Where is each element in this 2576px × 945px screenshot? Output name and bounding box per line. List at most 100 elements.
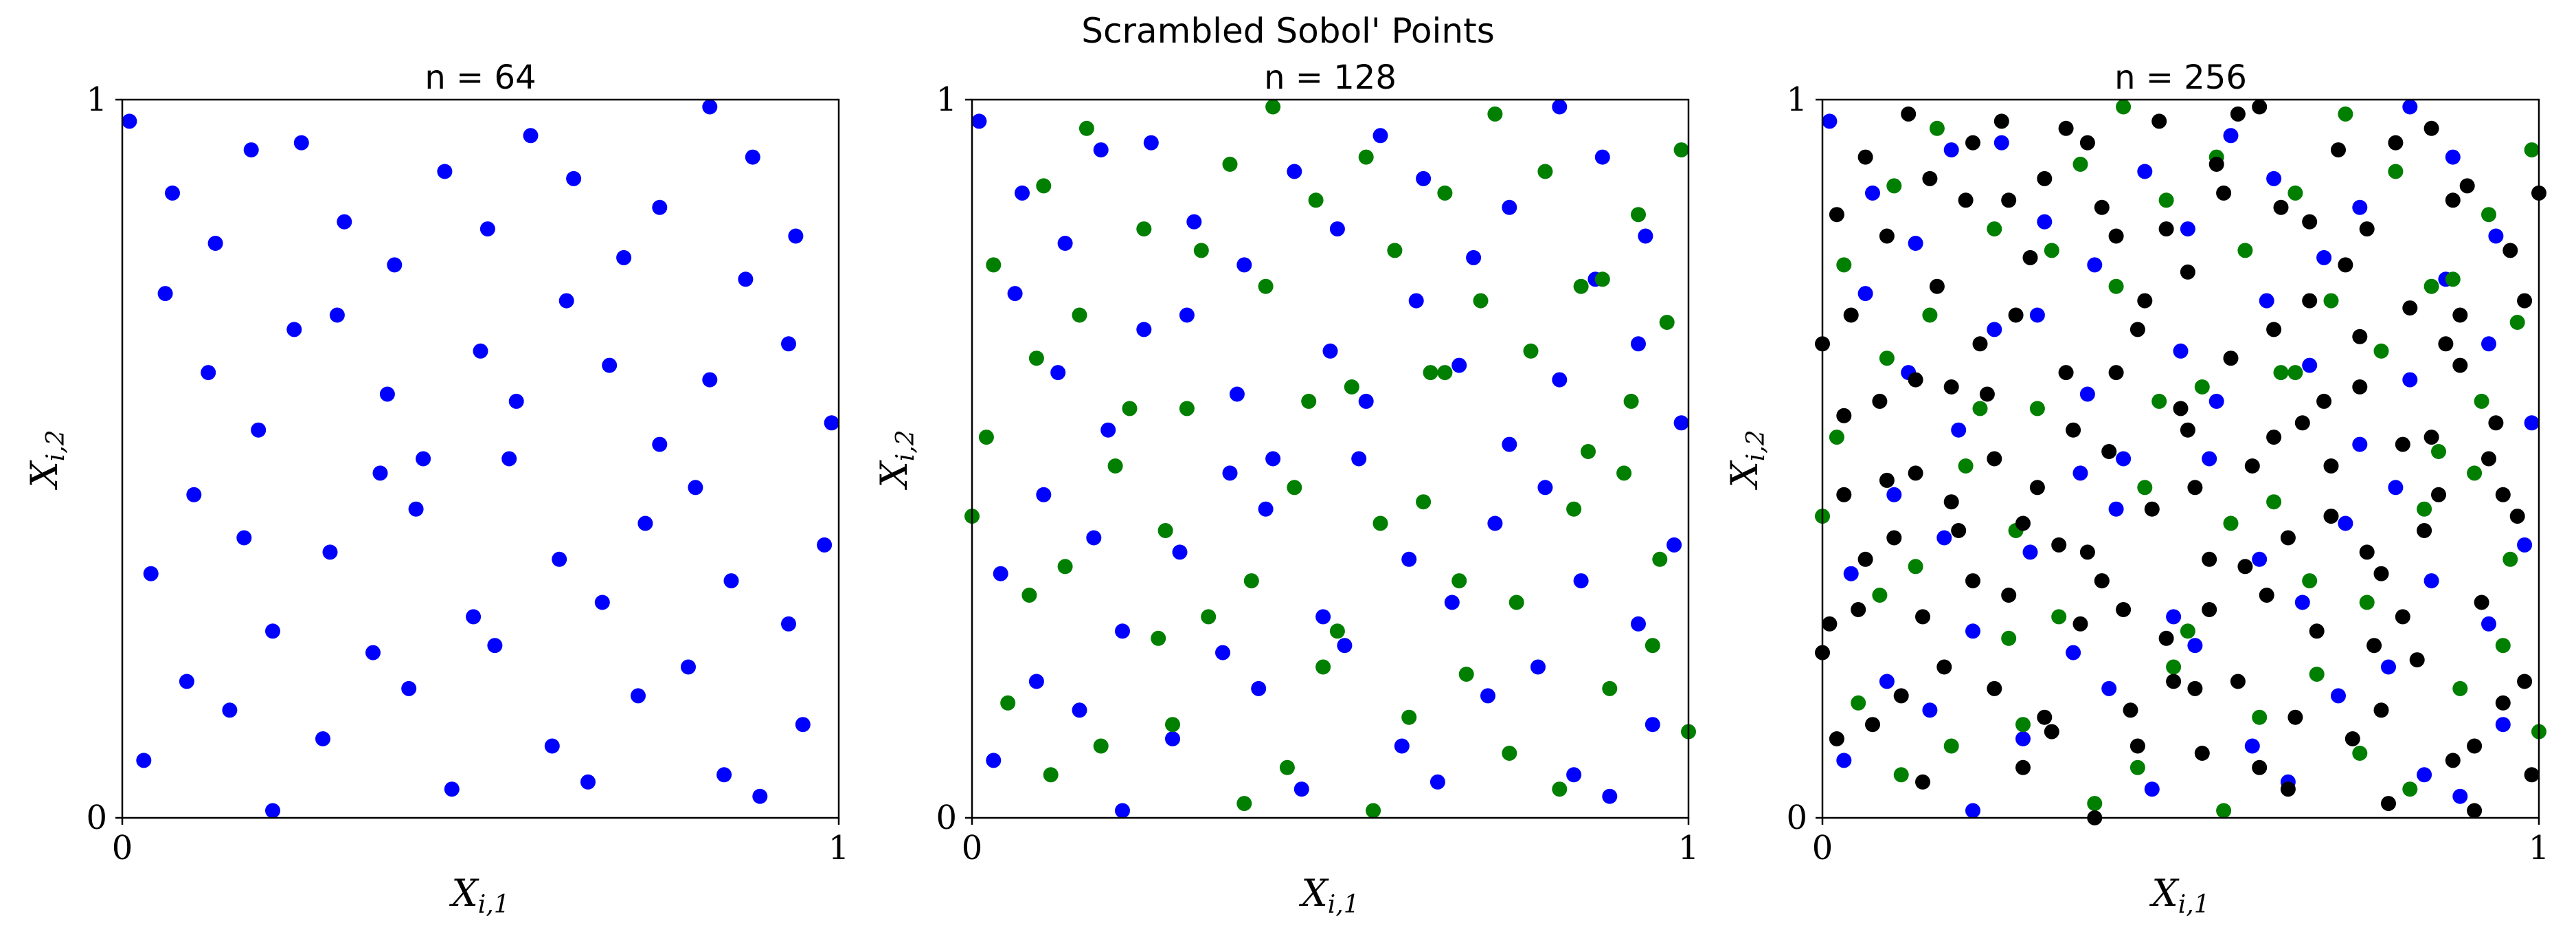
point-black [2395, 609, 2410, 625]
point-blue [1602, 788, 1618, 804]
point-green [2417, 501, 2432, 517]
point-blue [993, 566, 1008, 581]
point-blue [2517, 537, 2533, 553]
point-green [2524, 142, 2540, 158]
point-green [2373, 343, 2389, 359]
point-black [2037, 709, 2053, 725]
panel-title: n = 128 [1264, 58, 1397, 97]
point-blue [508, 393, 524, 409]
point-blue [795, 717, 811, 733]
point-blue [2316, 249, 2332, 265]
point-black [1893, 688, 1909, 704]
point-blue [2087, 257, 2103, 273]
point-green [1908, 559, 1923, 575]
point-blue [1965, 803, 1980, 819]
point-black [1979, 386, 1995, 402]
point-green [1922, 307, 1938, 323]
point-black [2187, 680, 2203, 696]
point-green [1243, 573, 1259, 589]
point-blue [379, 386, 395, 402]
point-black [2058, 365, 2074, 381]
point-green [2481, 207, 2496, 223]
point-black [1901, 106, 1917, 122]
point-blue [1315, 609, 1331, 625]
point-blue [1936, 530, 1952, 546]
point-green [1566, 501, 1582, 517]
point-black [2409, 652, 2425, 668]
axes-frame [971, 98, 1690, 819]
point-green [1021, 588, 1037, 603]
point-blue [1050, 365, 1066, 381]
point-green [1836, 257, 1852, 273]
point-blue [2302, 357, 2318, 373]
point-black [2431, 487, 2446, 502]
point-blue [2108, 501, 2124, 517]
y-axis-label: Xi,2 [1723, 430, 1770, 490]
point-black [2230, 674, 2246, 689]
point-blue [207, 236, 223, 251]
point-blue [1836, 753, 1852, 768]
point-blue [1631, 616, 1646, 632]
point-blue [466, 609, 482, 625]
point-blue [1631, 336, 1646, 352]
point-blue [2223, 128, 2239, 144]
point-blue [752, 788, 768, 804]
point-blue [1552, 372, 1568, 388]
point-green [1308, 192, 1324, 208]
point-black [2101, 444, 2117, 459]
point-green [2044, 243, 2059, 258]
point-black [2223, 351, 2239, 366]
figure-title: Scrambled Sobol' Points [1081, 11, 1495, 51]
point-black [2173, 401, 2189, 416]
point-blue [1036, 487, 1052, 502]
point-blue [781, 616, 796, 632]
point-black [1929, 278, 1945, 294]
point-green [2166, 659, 2182, 675]
point-blue [1258, 501, 1274, 517]
point-black [2266, 322, 2282, 337]
point-blue [1236, 257, 1252, 273]
point-black [2495, 487, 2511, 502]
x-axis-label: Xi,1 [2149, 871, 2209, 919]
point-blue [1430, 774, 1445, 790]
point-blue [2381, 659, 2396, 675]
point-blue [616, 249, 632, 265]
point-black [2395, 436, 2410, 452]
point-black [2129, 322, 2145, 337]
point-blue [745, 149, 760, 165]
point-black [1836, 487, 1852, 502]
point-blue [1667, 537, 1682, 553]
point-blue [2029, 307, 2045, 323]
point-blue [329, 307, 345, 323]
point-green [1872, 588, 1888, 603]
point-black [2359, 221, 2375, 237]
point-blue [157, 286, 173, 302]
y-axis-label: Xi,2 [872, 430, 920, 490]
points [122, 99, 839, 819]
point-blue [2244, 738, 2260, 754]
point-green [2467, 465, 2483, 481]
x-tick-label: 1 [1678, 829, 1699, 867]
point-blue [201, 365, 216, 381]
panel-title: n = 64 [425, 58, 536, 97]
point-black [2001, 192, 2017, 208]
point-green [1437, 185, 1453, 201]
point-green [1451, 573, 1467, 589]
point-green [1279, 759, 1295, 775]
point-blue [1293, 781, 1309, 797]
point-black [2252, 759, 2268, 775]
point-green [1329, 623, 1345, 639]
point-blue [1466, 249, 1482, 265]
point-black [2108, 228, 2124, 244]
point-green [2051, 609, 2067, 625]
point-blue [594, 594, 610, 610]
point-green [1437, 365, 1453, 381]
point-black [2359, 544, 2375, 560]
point-blue [2252, 551, 2268, 567]
point-green [1258, 278, 1274, 294]
point-blue [2402, 372, 2418, 388]
point-black [1965, 573, 1980, 589]
point-blue [681, 659, 696, 675]
point-blue [2352, 436, 2368, 452]
